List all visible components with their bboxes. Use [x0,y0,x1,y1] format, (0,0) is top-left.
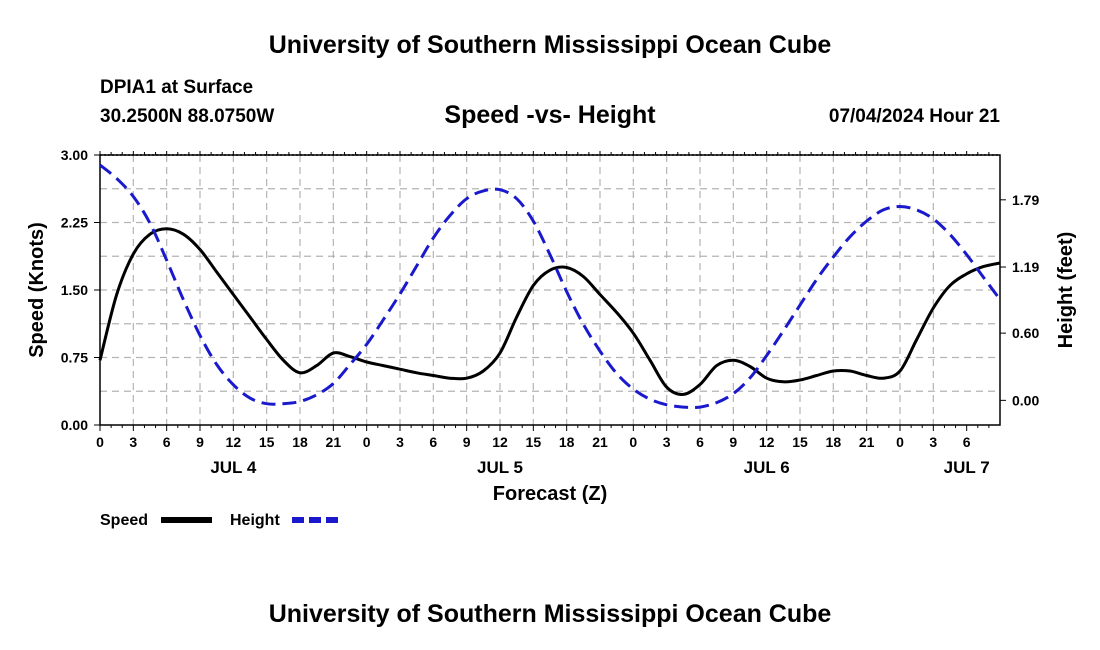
x-tick-label: 6 [429,434,437,450]
x-tick-label: 0 [363,434,371,450]
y-tick-label: 1.50 [61,282,88,298]
x-tick-label: 18 [826,434,842,450]
x-tick-label: 12 [226,434,242,450]
x-tick-label: 0 [629,434,637,450]
x-tick-label: 18 [559,434,575,450]
x-tick-label: 3 [396,434,404,450]
x-tick-label: 21 [859,434,875,450]
height-series-line [99,163,1002,409]
legend: Speed Height [100,512,343,529]
y-tick-label: 2.25 [61,215,88,231]
x-tick-label: 6 [696,434,704,450]
axis-ticks: 0 3 6 9 12 15 18 21 0 3 6 9 12 15 18 21 0 3 6 9 12 15 18 21 0 3 6 0… [61,147,1040,477]
y2-tick-label: 1.19 [1012,259,1039,275]
x-tick-label: 21 [326,434,342,450]
x-tick-label: 21 [592,434,608,450]
footer-title: University of Southern Mississippi Ocean… [268,600,832,628]
y2-tick-label: 0.00 [1012,392,1039,408]
x-tick-label: 15 [259,434,275,450]
legend-speed-label: Speed [100,512,148,529]
series-layer [98,163,1002,409]
y-tick-label: 3.00 [61,147,88,163]
main-title: University of Southern Mississippi Ocean… [268,31,832,59]
grid-lines [100,155,1000,425]
x-tick-label: 12 [492,434,508,450]
x-tick-label: 12 [759,434,775,450]
station-label: DPIA1 at Surface [100,77,254,98]
x-tick-label: 0 [96,434,104,450]
forecast-timestamp: 07/04/2024 Hour 21 [828,106,1000,127]
day-label: JUL 4 [210,458,257,477]
x-tick-label: 9 [729,434,737,450]
x-tick-label: 15 [526,434,542,450]
x-tick-label: 9 [196,434,204,450]
day-label: JUL 7 [944,458,990,477]
x-tick-label: 6 [163,434,171,450]
speed-series-line [98,227,1001,396]
legend-height-label: Height [230,512,280,529]
y-axis-label: Speed (Knots) [26,222,48,358]
y2-tick-label: 1.79 [1012,192,1039,208]
x-tick-label: 15 [792,434,808,450]
x-tick-label: 0 [896,434,904,450]
y2-tick-label: 0.60 [1012,325,1039,341]
x-tick-label: 3 [129,434,137,450]
y2-axis-label: Height (feet) [1055,232,1077,349]
x-axis-label: Forecast (Z) [493,483,607,505]
day-label: JUL 6 [744,458,790,477]
x-tick-label: 9 [463,434,471,450]
x-tick-label: 6 [963,434,971,450]
y-tick-label: 0.75 [61,350,88,366]
x-tick-label: 3 [663,434,671,450]
x-tick-label: 18 [292,434,308,450]
y-tick-label: 0.00 [61,417,88,433]
chart-subtitle: Speed -vs- Height [444,101,656,129]
station-coordinates: 30.2500N 88.0750W [100,106,275,127]
day-label: JUL 5 [477,458,523,477]
x-tick-label: 3 [929,434,937,450]
